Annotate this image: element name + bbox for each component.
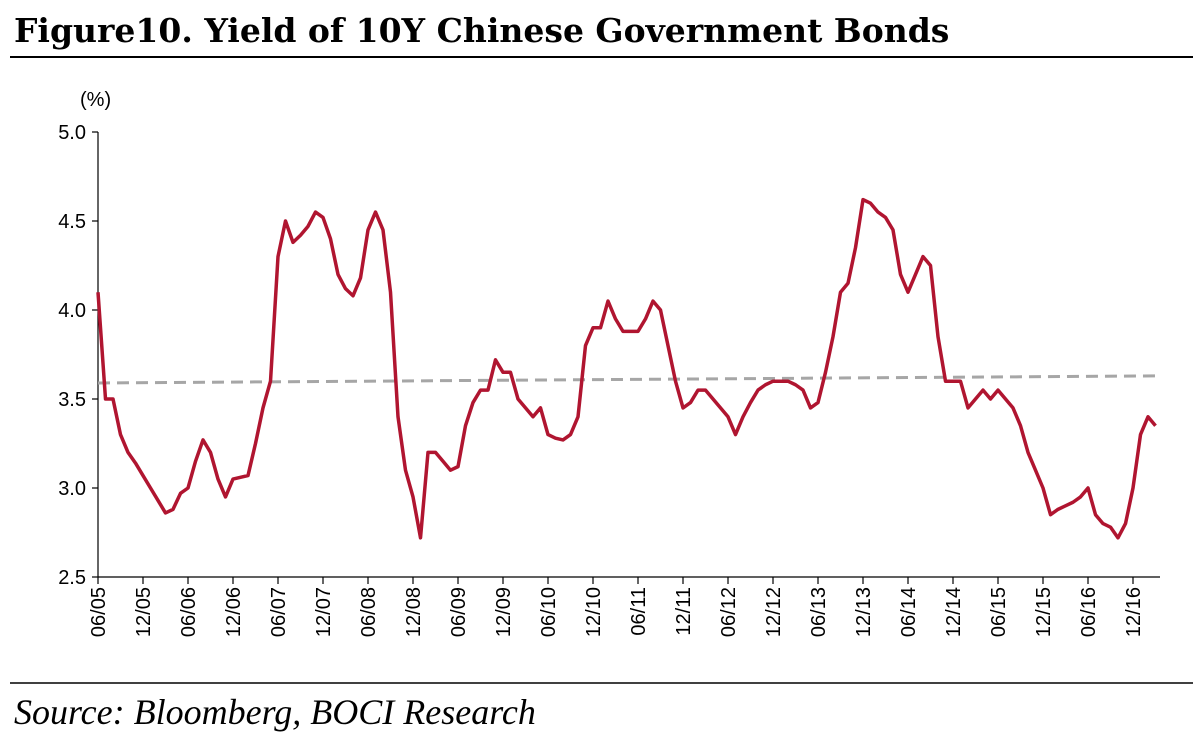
x-tick-label: 06/07 [268,587,290,637]
x-tick-label: 12/05 [133,587,155,637]
x-tick-label: 06/15 [988,587,1010,637]
x-tick-label: 06/11 [628,587,650,636]
x-tick-label: 06/09 [448,587,470,637]
y-tick-label: 5.0 [58,122,86,144]
y-tick-label: 2.5 [58,567,86,589]
trend-line [97,374,1161,385]
y-tick-label: 4.5 [58,211,86,233]
y-tick-label: 4.0 [58,300,86,322]
chart-title: Figure10. Yield of 10Y Chinese Governmen… [14,11,949,50]
x-tick-label: 06/12 [718,587,740,637]
x-tick-label: 06/13 [808,587,830,637]
x-tick-label: 06/10 [538,587,560,637]
x-tick-label: 12/14 [943,587,965,637]
x-tick-label: 12/16 [1123,587,1145,637]
y-tick-label: 3.0 [58,478,86,500]
x-tick-label: 12/09 [493,587,515,637]
x-tick-label: 12/13 [853,587,875,637]
x-tick-label: 06/05 [88,587,110,637]
x-tick-label: 12/06 [223,587,245,637]
x-tick-label: 06/08 [358,587,380,637]
x-tick-label: 06/16 [1078,587,1100,637]
yield-line [96,197,1157,540]
x-tick-label: 12/10 [583,587,605,637]
x-tick-label: 12/07 [313,587,335,637]
x-tick-label: 06/06 [178,587,200,637]
x-tick-label: 12/12 [763,587,785,637]
source-note: Source: Bloomberg, BOCI Research [14,692,536,732]
y-tick-label: 3.5 [58,389,86,411]
x-tick-label: 06/14 [898,587,920,637]
x-tick-label: 12/11 [673,587,695,636]
x-tick-label: 12/08 [403,587,425,637]
y-unit-label: (%) [80,89,111,111]
x-tick-label: 12/15 [1033,587,1055,637]
